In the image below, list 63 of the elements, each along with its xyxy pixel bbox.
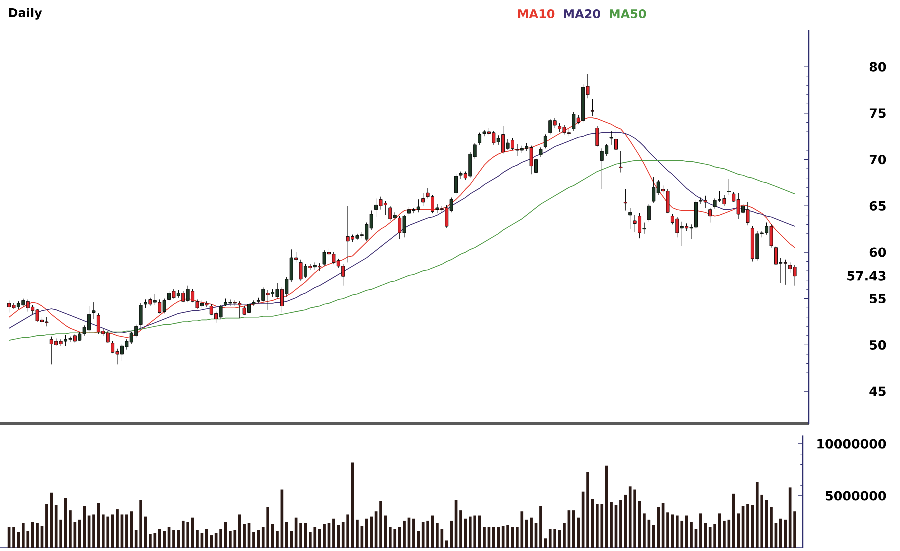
y-tick-label: 55 [870,294,886,304]
bar [544,538,548,548]
y-tick-label: 75 [870,108,886,118]
bar [12,527,16,548]
y-tick-label: 50 [870,340,886,350]
candlestick [544,134,548,149]
chart-title: Daily [9,8,42,20]
bar [460,510,462,548]
candlestick [539,148,543,158]
bar [69,510,72,548]
bar [36,523,39,548]
y-tick-label: 45 [870,386,886,396]
bar [563,523,566,548]
bar [300,523,302,548]
bar [380,501,382,548]
bar [746,504,750,548]
candlestick [590,99,594,116]
bar [220,529,222,548]
y-tick-label: 65 [870,201,886,211]
bar [770,507,773,548]
bar [172,530,176,548]
candlestick [614,124,618,151]
bar [794,512,796,548]
bar [586,472,590,548]
text: 57.43 [848,271,886,281]
bar [436,523,439,548]
bar [116,510,119,548]
text: MA20 [564,9,600,19]
y-tick-label: 80 [870,62,886,72]
candlestick [454,174,458,196]
bar [540,506,542,548]
candlestick [628,208,632,230]
candlestick [139,303,143,329]
text: MA10 [518,9,555,19]
bar [483,527,486,548]
candlestick [619,151,623,173]
candlestick [647,204,651,222]
y-tick-label: 5000000 [826,491,886,501]
text: MA50 [610,9,646,19]
bar [666,512,670,548]
bar [92,514,96,548]
bar [610,502,613,548]
candlestick [624,189,628,212]
bar [723,520,726,548]
y-tick-label: 10000000 [818,439,886,449]
candlestick [422,192,426,206]
bar [506,525,510,548]
candlestick [92,302,96,320]
y-tick-label: 60 [870,248,886,258]
bar [690,522,693,548]
candlestick [478,132,482,146]
candlestick [727,179,731,196]
bar [276,531,279,548]
bar [643,514,646,548]
bar [196,530,199,548]
bar [252,532,256,548]
bar [403,520,406,548]
bar [323,524,326,548]
candlestick [708,208,712,224]
bar [356,520,359,548]
candlestick [596,126,600,148]
candlestick [610,130,614,146]
y-tick-label: 70 [870,154,886,165]
